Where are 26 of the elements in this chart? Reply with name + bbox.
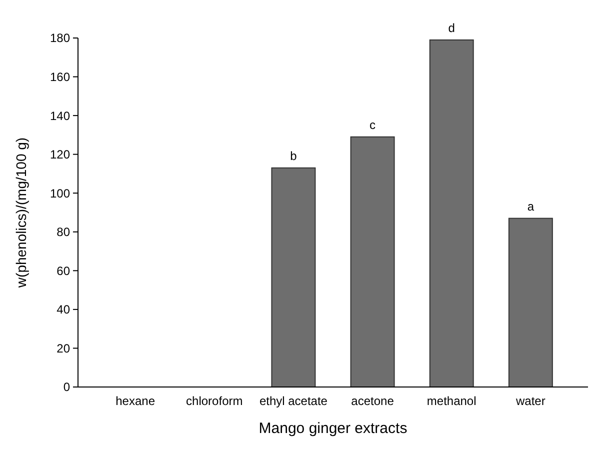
x-tick-label: chloroform (186, 394, 243, 408)
y-tick-label: 40 (56, 302, 70, 317)
annotation: c (370, 118, 376, 132)
bar (429, 39, 474, 388)
y-tick-label: 80 (56, 225, 70, 240)
y-tick-label: 60 (56, 264, 70, 278)
y-tick-label: 120 (50, 148, 70, 162)
y-tick-label: 100 (50, 186, 70, 200)
annotation: b (290, 148, 298, 163)
bar (271, 167, 316, 388)
annotation: a (527, 199, 534, 214)
x-tick-label: hexane (116, 394, 156, 408)
annotation: d (448, 20, 455, 35)
x-tick-label: ethyl acetate (259, 394, 328, 408)
y-tick-label: 160 (50, 70, 70, 84)
y-tick-label: 180 (50, 31, 70, 46)
y-tick-label: 140 (50, 108, 70, 123)
bar (350, 136, 395, 388)
y-tick-label: 20 (56, 341, 70, 356)
bar (508, 218, 553, 388)
x-tick-label: methanol (426, 394, 476, 408)
y-axis-title: w(phenolics)/(mg/100 g) (13, 137, 29, 289)
y-tick-label: 0 (63, 380, 70, 394)
x-axis-title: Mango ginger extracts (258, 420, 408, 437)
x-tick-label: acetone (351, 394, 394, 408)
x-tick-label: water (515, 394, 546, 408)
